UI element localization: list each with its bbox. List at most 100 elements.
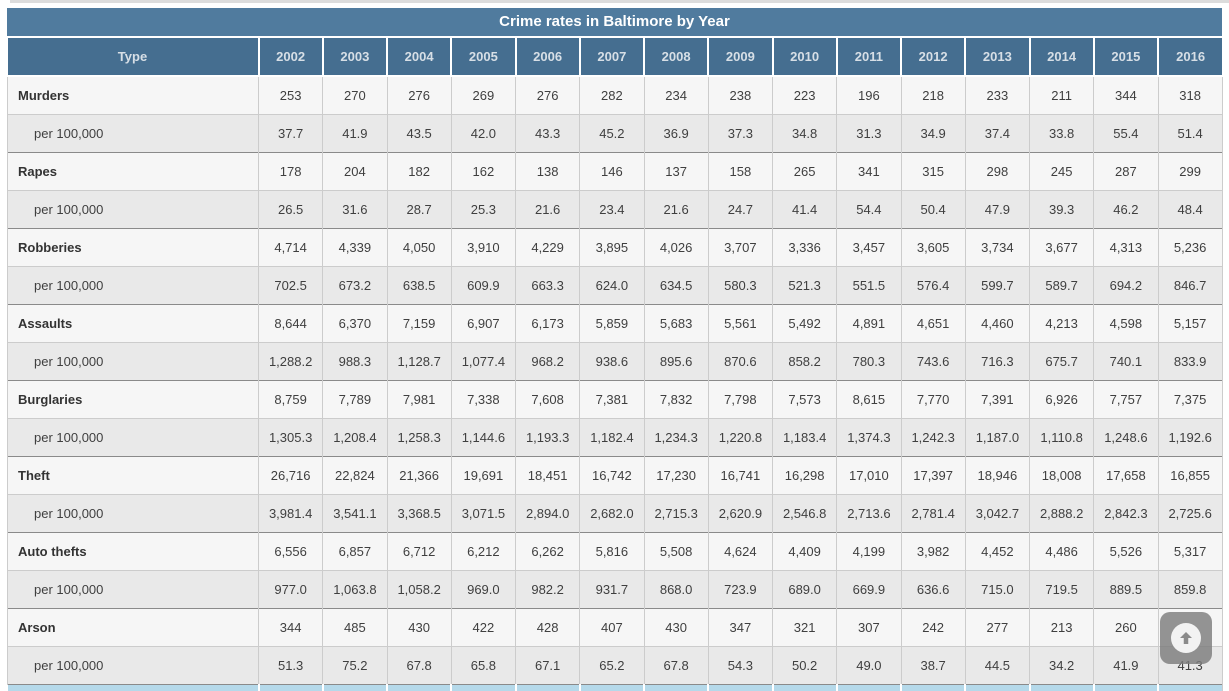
value-cell: 407: [579, 608, 645, 647]
value-cell: 6,712: [386, 532, 452, 571]
value-cell: 4,313: [1093, 228, 1159, 267]
value-cell: 50.4: [900, 190, 966, 229]
value-cell: 3,042.7: [964, 494, 1031, 533]
value-cell: 238: [707, 75, 774, 115]
value-cell: 213: [1028, 608, 1095, 647]
year-header-2013: 2013: [964, 38, 1030, 77]
value-cell: 1,258.3: [386, 418, 452, 457]
value-cell: 716.3: [964, 342, 1031, 381]
value-cell: 17,397: [900, 456, 966, 495]
value-cell: 1,192.6: [1157, 418, 1223, 457]
partial-row-cell: [707, 684, 774, 691]
value-cell: 5,816: [579, 532, 645, 571]
value-cell: 895.6: [643, 342, 709, 381]
per-100k-label: per 100,000: [7, 646, 259, 685]
value-cell: 422: [450, 608, 517, 647]
crime-type-label: Murders: [7, 75, 259, 115]
value-cell: 25.3: [450, 190, 517, 229]
value-cell: 4,213: [1028, 304, 1095, 343]
value-cell: 1,182.4: [579, 418, 645, 457]
partial-row-cell: [578, 684, 645, 691]
value-cell: 265: [771, 152, 838, 191]
value-cell: 162: [450, 152, 517, 191]
value-cell: 609.9: [450, 266, 517, 305]
value-cell: 968.2: [514, 342, 581, 381]
value-cell: 269: [450, 75, 517, 115]
value-cell: 5,492: [771, 304, 838, 343]
value-cell: 2,713.6: [836, 494, 902, 533]
crime-rates-table: Type 2002 2003 2004 2005 2006 2007 2008 2009 201…: [7, 38, 1223, 691]
value-cell: 5,561: [707, 304, 774, 343]
per-100k-label: per 100,000: [7, 190, 259, 229]
value-cell: 37.3: [707, 114, 774, 153]
partial-row-cell: [899, 684, 966, 691]
value-cell: 6,907: [450, 304, 517, 343]
value-cell: 36.9: [643, 114, 709, 153]
value-cell: 4,624: [707, 532, 774, 571]
value-cell: 31.6: [322, 190, 388, 229]
value-cell: 54.3: [707, 646, 774, 685]
partial-row-cell: [7, 684, 259, 691]
value-cell: 3,368.5: [386, 494, 452, 533]
value-cell: 44.5: [964, 646, 1031, 685]
crime-type-label: Rapes: [7, 152, 259, 191]
value-cell: 931.7: [579, 570, 645, 609]
value-cell: 39.3: [1028, 190, 1095, 229]
value-cell: 5,683: [643, 304, 709, 343]
year-header-2012: 2012: [899, 38, 966, 77]
value-cell: 41.9: [322, 114, 388, 153]
per-100k-label: per 100,000: [7, 570, 259, 609]
value-cell: 21.6: [643, 190, 709, 229]
value-cell: 580.3: [707, 266, 774, 305]
value-cell: 282: [579, 75, 645, 115]
value-cell: 4,050: [386, 228, 452, 267]
value-cell: 341: [836, 152, 902, 191]
value-cell: 34.8: [771, 114, 838, 153]
value-cell: 7,338: [450, 380, 517, 419]
table-row: Auto thefts 6,556 6,857 6,712 6,212 6,262 5,81…: [7, 532, 1223, 571]
value-cell: 1,208.4: [322, 418, 388, 457]
value-cell: 65.2: [579, 646, 645, 685]
value-cell: 1,110.8: [1028, 418, 1095, 457]
value-cell: 2,842.3: [1093, 494, 1159, 533]
value-cell: 22,824: [322, 456, 388, 495]
value-cell: 1,077.4: [450, 342, 517, 381]
value-cell: 41.4: [771, 190, 838, 229]
value-cell: 3,071.5: [450, 494, 517, 533]
value-cell: 31.3: [836, 114, 902, 153]
value-cell: 4,199: [836, 532, 902, 571]
value-cell: 4,460: [964, 304, 1031, 343]
value-cell: 4,339: [322, 228, 388, 267]
value-cell: 42.0: [450, 114, 517, 153]
table-row: per 100,000 977.0 1,063.8 1,058.2 969.0 982.2…: [7, 570, 1223, 609]
value-cell: 1,058.2: [386, 570, 452, 609]
year-header-2003: 2003: [321, 38, 387, 77]
value-cell: 307: [836, 608, 902, 647]
year-header-2004: 2004: [385, 38, 452, 77]
value-cell: 833.9: [1157, 342, 1223, 381]
value-cell: 178: [257, 152, 324, 191]
value-cell: 5,859: [579, 304, 645, 343]
value-cell: 138: [514, 152, 581, 191]
value-cell: 694.2: [1093, 266, 1159, 305]
value-cell: 1,248.6: [1093, 418, 1159, 457]
value-cell: 743.6: [900, 342, 966, 381]
table-row: Arson 344 485 430 422 428 407 430 347 321 307 242 27…: [7, 608, 1223, 647]
per-100k-label: per 100,000: [7, 418, 259, 457]
table-row: Rapes 178 204 182 162 138 146 137 158 265 341 315 29…: [7, 152, 1223, 191]
value-cell: 6,926: [1028, 380, 1095, 419]
value-cell: 21,366: [386, 456, 452, 495]
value-cell: 430: [386, 608, 452, 647]
value-cell: 4,714: [257, 228, 324, 267]
value-cell: 45.2: [579, 114, 645, 153]
value-cell: 4,409: [771, 532, 838, 571]
value-cell: 16,298: [771, 456, 838, 495]
value-cell: 2,620.9: [707, 494, 774, 533]
value-cell: 7,381: [579, 380, 645, 419]
value-cell: 521.3: [771, 266, 838, 305]
value-cell: 1,220.8: [707, 418, 774, 457]
value-cell: 624.0: [579, 266, 645, 305]
scroll-to-top-button[interactable]: [1160, 612, 1212, 664]
value-cell: 51.4: [1157, 114, 1223, 153]
value-cell: 7,770: [900, 380, 966, 419]
